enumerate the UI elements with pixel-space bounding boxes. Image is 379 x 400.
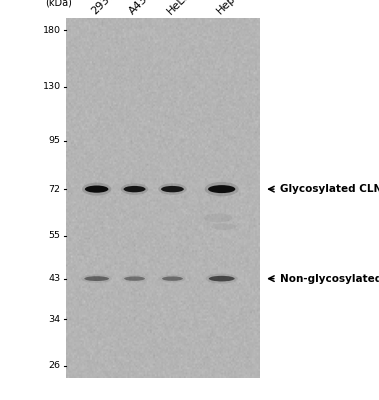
Ellipse shape bbox=[81, 274, 112, 283]
Text: 130: 130 bbox=[42, 82, 61, 91]
Ellipse shape bbox=[122, 275, 147, 282]
Text: 95: 95 bbox=[49, 136, 61, 146]
Ellipse shape bbox=[204, 214, 232, 222]
Ellipse shape bbox=[124, 276, 145, 281]
Ellipse shape bbox=[205, 274, 238, 284]
Text: Non-glycosylated CLN5: Non-glycosylated CLN5 bbox=[280, 274, 379, 284]
Ellipse shape bbox=[211, 224, 236, 230]
Ellipse shape bbox=[124, 186, 146, 192]
Ellipse shape bbox=[82, 183, 111, 196]
Text: (kDa): (kDa) bbox=[45, 0, 72, 7]
Text: 293T: 293T bbox=[89, 0, 116, 16]
Text: Glycosylated CLN5: Glycosylated CLN5 bbox=[280, 184, 379, 194]
Text: 26: 26 bbox=[49, 362, 61, 370]
Ellipse shape bbox=[85, 186, 108, 193]
Text: 43: 43 bbox=[49, 274, 61, 283]
Ellipse shape bbox=[160, 275, 185, 282]
Text: HepG2: HepG2 bbox=[215, 0, 249, 16]
Ellipse shape bbox=[205, 182, 239, 196]
Ellipse shape bbox=[121, 183, 148, 195]
Text: A431: A431 bbox=[127, 0, 155, 16]
Bar bbox=[66, 18, 260, 378]
Text: HeLa: HeLa bbox=[165, 0, 193, 16]
Ellipse shape bbox=[161, 186, 184, 192]
Ellipse shape bbox=[158, 183, 187, 195]
Ellipse shape bbox=[208, 185, 235, 193]
Text: 55: 55 bbox=[49, 231, 61, 240]
Ellipse shape bbox=[84, 276, 109, 281]
Ellipse shape bbox=[209, 276, 235, 282]
Text: 180: 180 bbox=[43, 26, 61, 34]
Text: 34: 34 bbox=[49, 315, 61, 324]
Ellipse shape bbox=[162, 276, 183, 281]
Text: 72: 72 bbox=[49, 185, 61, 194]
